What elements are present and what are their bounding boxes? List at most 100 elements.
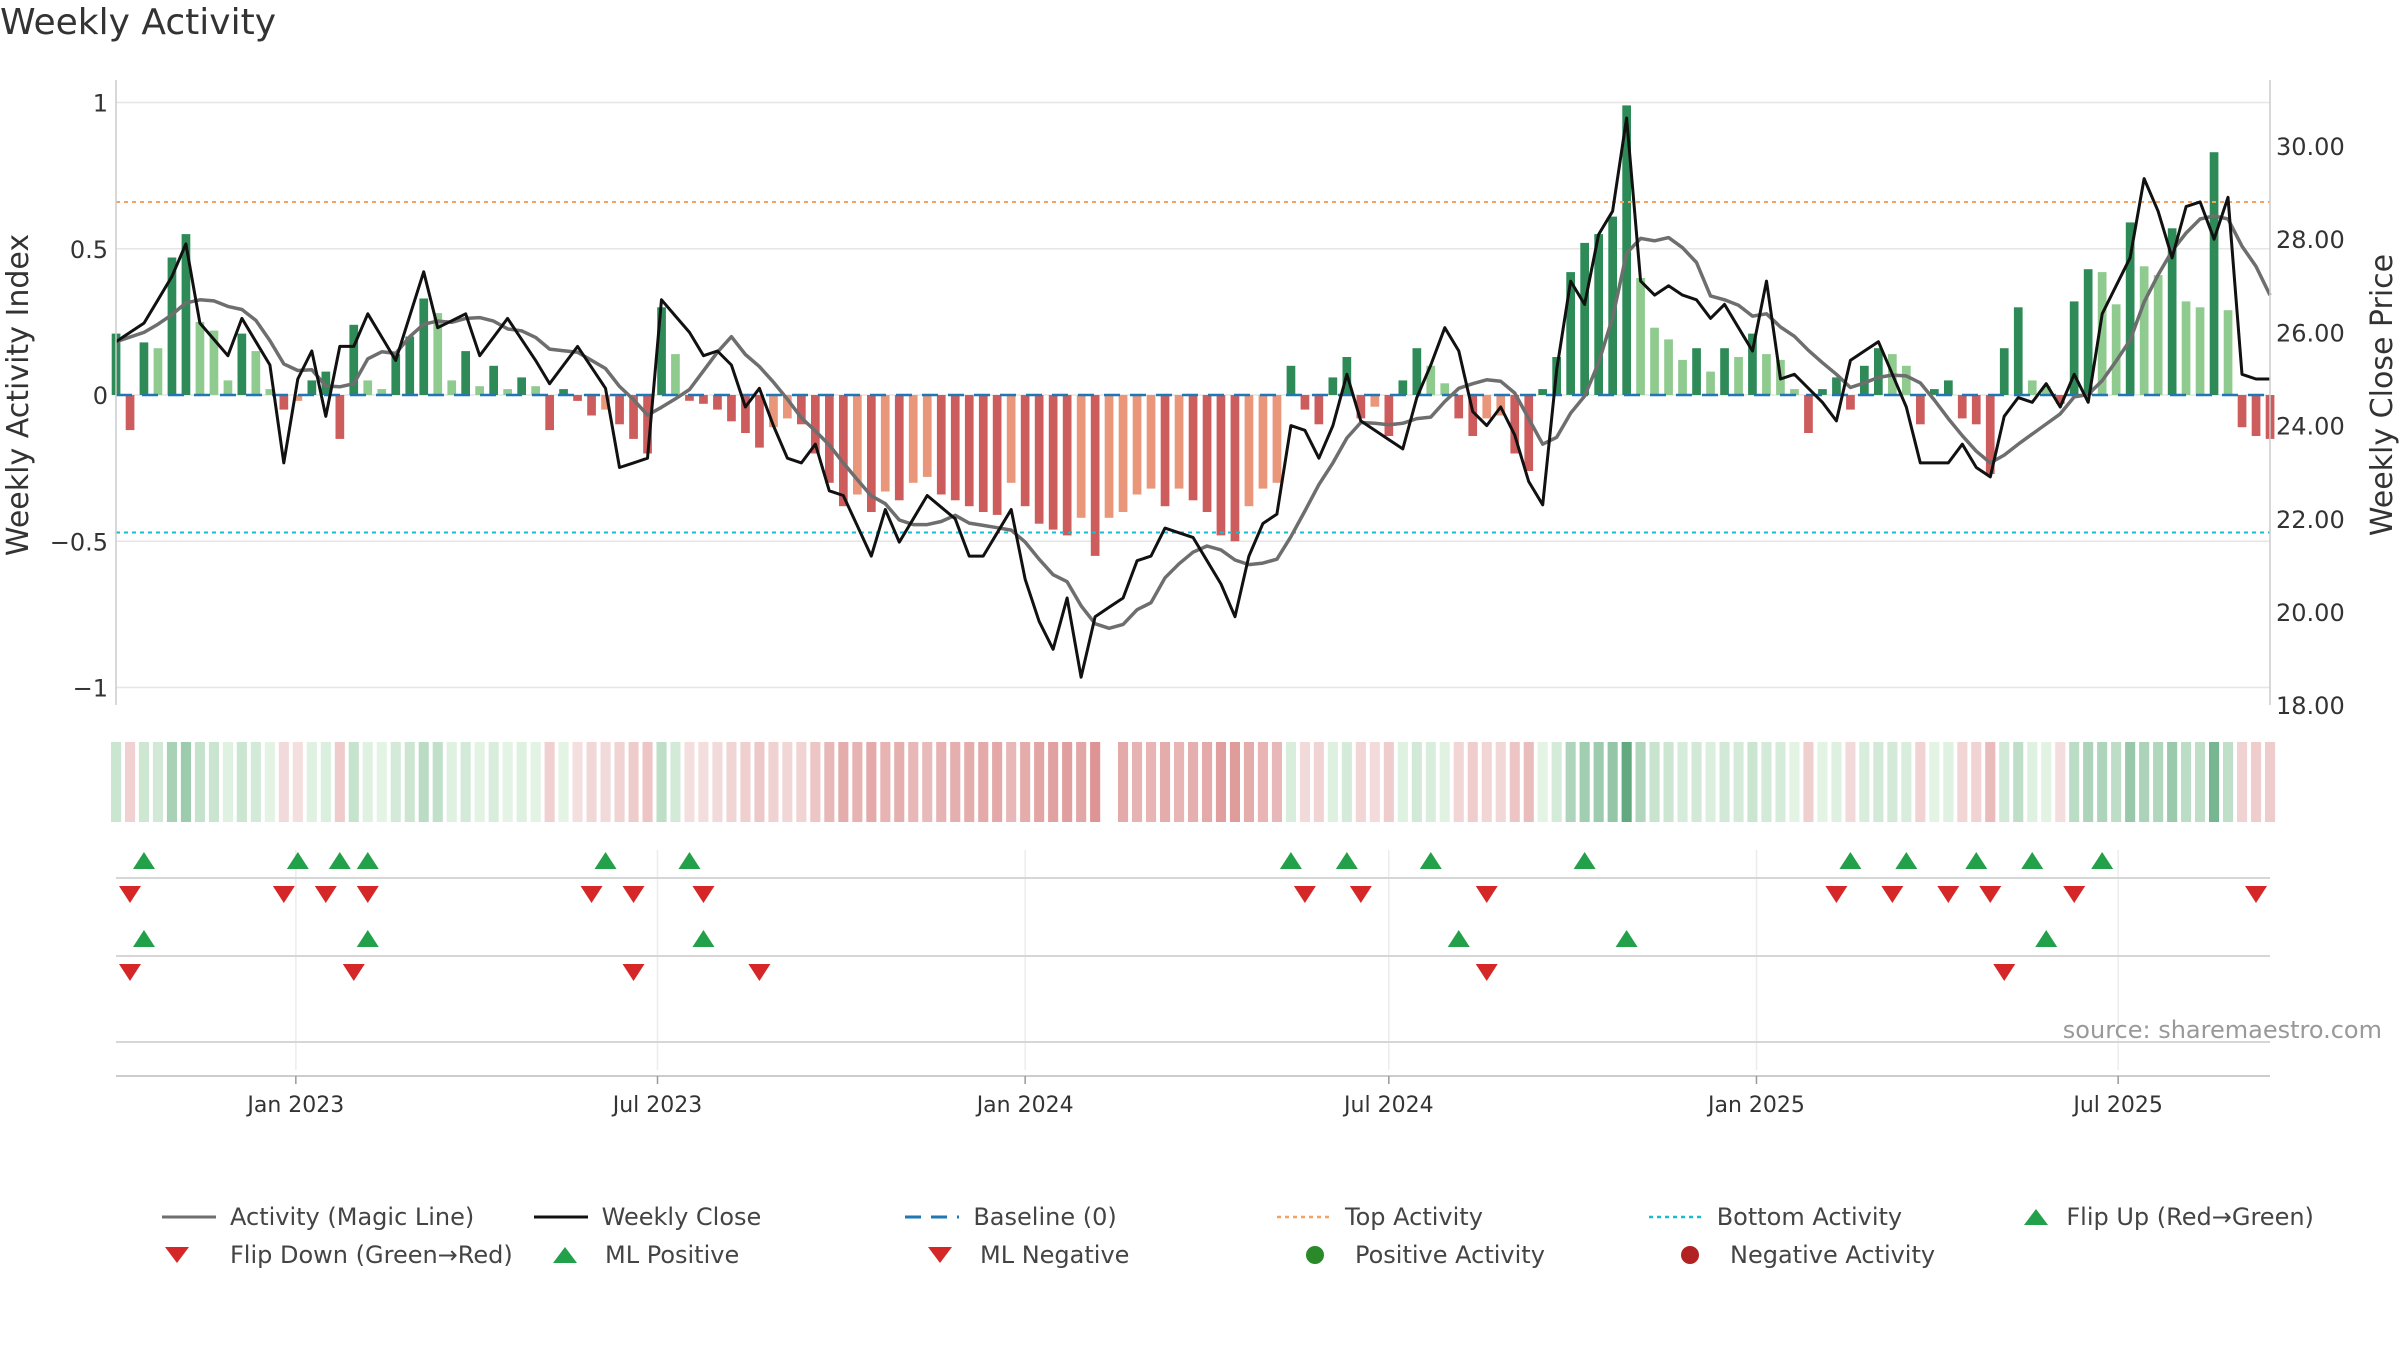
- heat-cell: [264, 742, 275, 822]
- y-left-tick-label: 1: [93, 90, 108, 118]
- activity-bar: [1160, 395, 1170, 507]
- grid-lines: [116, 101, 2270, 1070]
- legend-label: Bottom Activity: [1716, 1203, 1903, 1231]
- activity-bar: [335, 395, 345, 439]
- ml-positive-marker: [2035, 930, 2058, 947]
- x-tick-label: Jul 2025: [2071, 1093, 2163, 1118]
- activity-bar: [1748, 333, 1757, 395]
- activity-bar: [1328, 377, 1338, 395]
- heat-cell: [306, 742, 317, 822]
- heat-cell: [1062, 742, 1073, 822]
- flip-up-marker: [1895, 852, 1918, 869]
- heat-cell: [992, 742, 1003, 822]
- heat-cell: [208, 742, 219, 822]
- y-right-tick-label: 30.00: [2276, 133, 2345, 161]
- activity-bar: [1818, 389, 1827, 395]
- heat-cell: [810, 742, 821, 822]
- heat-cell: [222, 742, 233, 822]
- heat-cell: [1383, 742, 1394, 822]
- heat-cell: [908, 742, 919, 822]
- heat-cell: [1243, 742, 1254, 822]
- activity-bar: [237, 333, 247, 395]
- heat-cell: [2195, 742, 2206, 822]
- activity-bar: [811, 395, 820, 454]
- activity-bar: [1832, 377, 1841, 395]
- heat-cell: [320, 742, 331, 822]
- flip-down-marker: [272, 886, 295, 903]
- activity-bar: [1006, 395, 1016, 483]
- activity-bar: [251, 351, 261, 395]
- heat-cell: [1257, 742, 1268, 822]
- flip-down-marker: [1475, 886, 1498, 903]
- heat-cell: [376, 742, 387, 822]
- heat-cell: [670, 742, 681, 822]
- legend: Activity (Magic Line) Weekly Close Basel…: [160, 1198, 2390, 1274]
- ml-negative-marker: [342, 964, 365, 981]
- y-right-tick-label: 22.00: [2276, 506, 2345, 534]
- activity-bar: [195, 321, 205, 395]
- activity-bar: [2055, 395, 2065, 404]
- heat-cell: [404, 742, 415, 822]
- legend-label: Negative Activity: [1730, 1241, 1936, 1269]
- flip-up-marker: [356, 852, 379, 869]
- activity-bar: [2209, 152, 2219, 395]
- activity-bar: [1426, 365, 1436, 396]
- heat-cell: [1271, 742, 1282, 822]
- signal-markers: [116, 852, 2270, 1043]
- heat-cell: [2209, 742, 2220, 822]
- heat-cell: [530, 742, 541, 822]
- legend-item-magic-line: Activity (Magic Line): [160, 1203, 532, 1231]
- x-tick-label: Jan 2023: [245, 1093, 344, 1118]
- activity-bar: [601, 395, 610, 410]
- legend-dot-cyan-icon: [1648, 1215, 1703, 1219]
- activity-bar: [1314, 395, 1324, 425]
- activity-bar: [1048, 395, 1058, 530]
- heat-cell: [2069, 742, 2080, 822]
- activity-bar: [1804, 395, 1813, 433]
- heat-cell: [558, 742, 569, 822]
- heat-cell: [1313, 742, 1324, 822]
- ml-positive-marker: [1615, 930, 1638, 947]
- activity-bar: [1622, 105, 1631, 396]
- legend-label: ML Negative: [980, 1241, 1130, 1269]
- heat-cell: [1747, 742, 1758, 822]
- activity-bar: [2251, 395, 2261, 436]
- heat-cell: [2223, 742, 2234, 822]
- ml-negative-marker: [622, 964, 645, 981]
- page-title: Weekly Activity: [0, 2, 277, 43]
- activity-bar: [1090, 395, 1100, 556]
- activity-bar: [1971, 395, 1981, 425]
- activity-bar: [1174, 395, 1184, 489]
- activity-bar: [797, 395, 806, 425]
- heat-cell: [166, 742, 177, 822]
- activity-bar: [1496, 395, 1506, 416]
- heat-cell: [2097, 742, 2108, 822]
- flip-down-marker: [356, 886, 379, 903]
- activity-bar: [2139, 266, 2149, 395]
- activity-bar: [1076, 395, 1086, 518]
- heat-cell: [1229, 742, 1240, 822]
- heat-cell: [2265, 742, 2276, 822]
- ml-negative-marker: [1993, 964, 2016, 981]
- activity-bar: [1468, 395, 1478, 436]
- activity-bar: [657, 307, 666, 396]
- flip-up-marker: [328, 852, 351, 869]
- heat-cell: [922, 742, 933, 822]
- activity-bar: [545, 395, 554, 431]
- legend-label: Weekly Close: [601, 1203, 762, 1231]
- activity-bar: [1790, 389, 1799, 395]
- flip-up-marker: [1839, 852, 1862, 869]
- y-right-tick-label: 20.00: [2276, 599, 2345, 627]
- activity-bar: [1734, 357, 1743, 395]
- activity-bar: [1678, 359, 1687, 395]
- heat-cell: [880, 742, 891, 822]
- heat-cell: [2083, 742, 2094, 822]
- heat-cell: [1481, 742, 1492, 822]
- heat-cell: [2041, 742, 2052, 822]
- heat-cell: [1118, 742, 1129, 822]
- activity-bar: [1118, 395, 1128, 512]
- heat-cell: [292, 742, 303, 822]
- activity-bar: [2237, 395, 2247, 428]
- heat-cell: [1733, 742, 1744, 822]
- x-tick-label: Jan 2025: [1706, 1093, 1805, 1118]
